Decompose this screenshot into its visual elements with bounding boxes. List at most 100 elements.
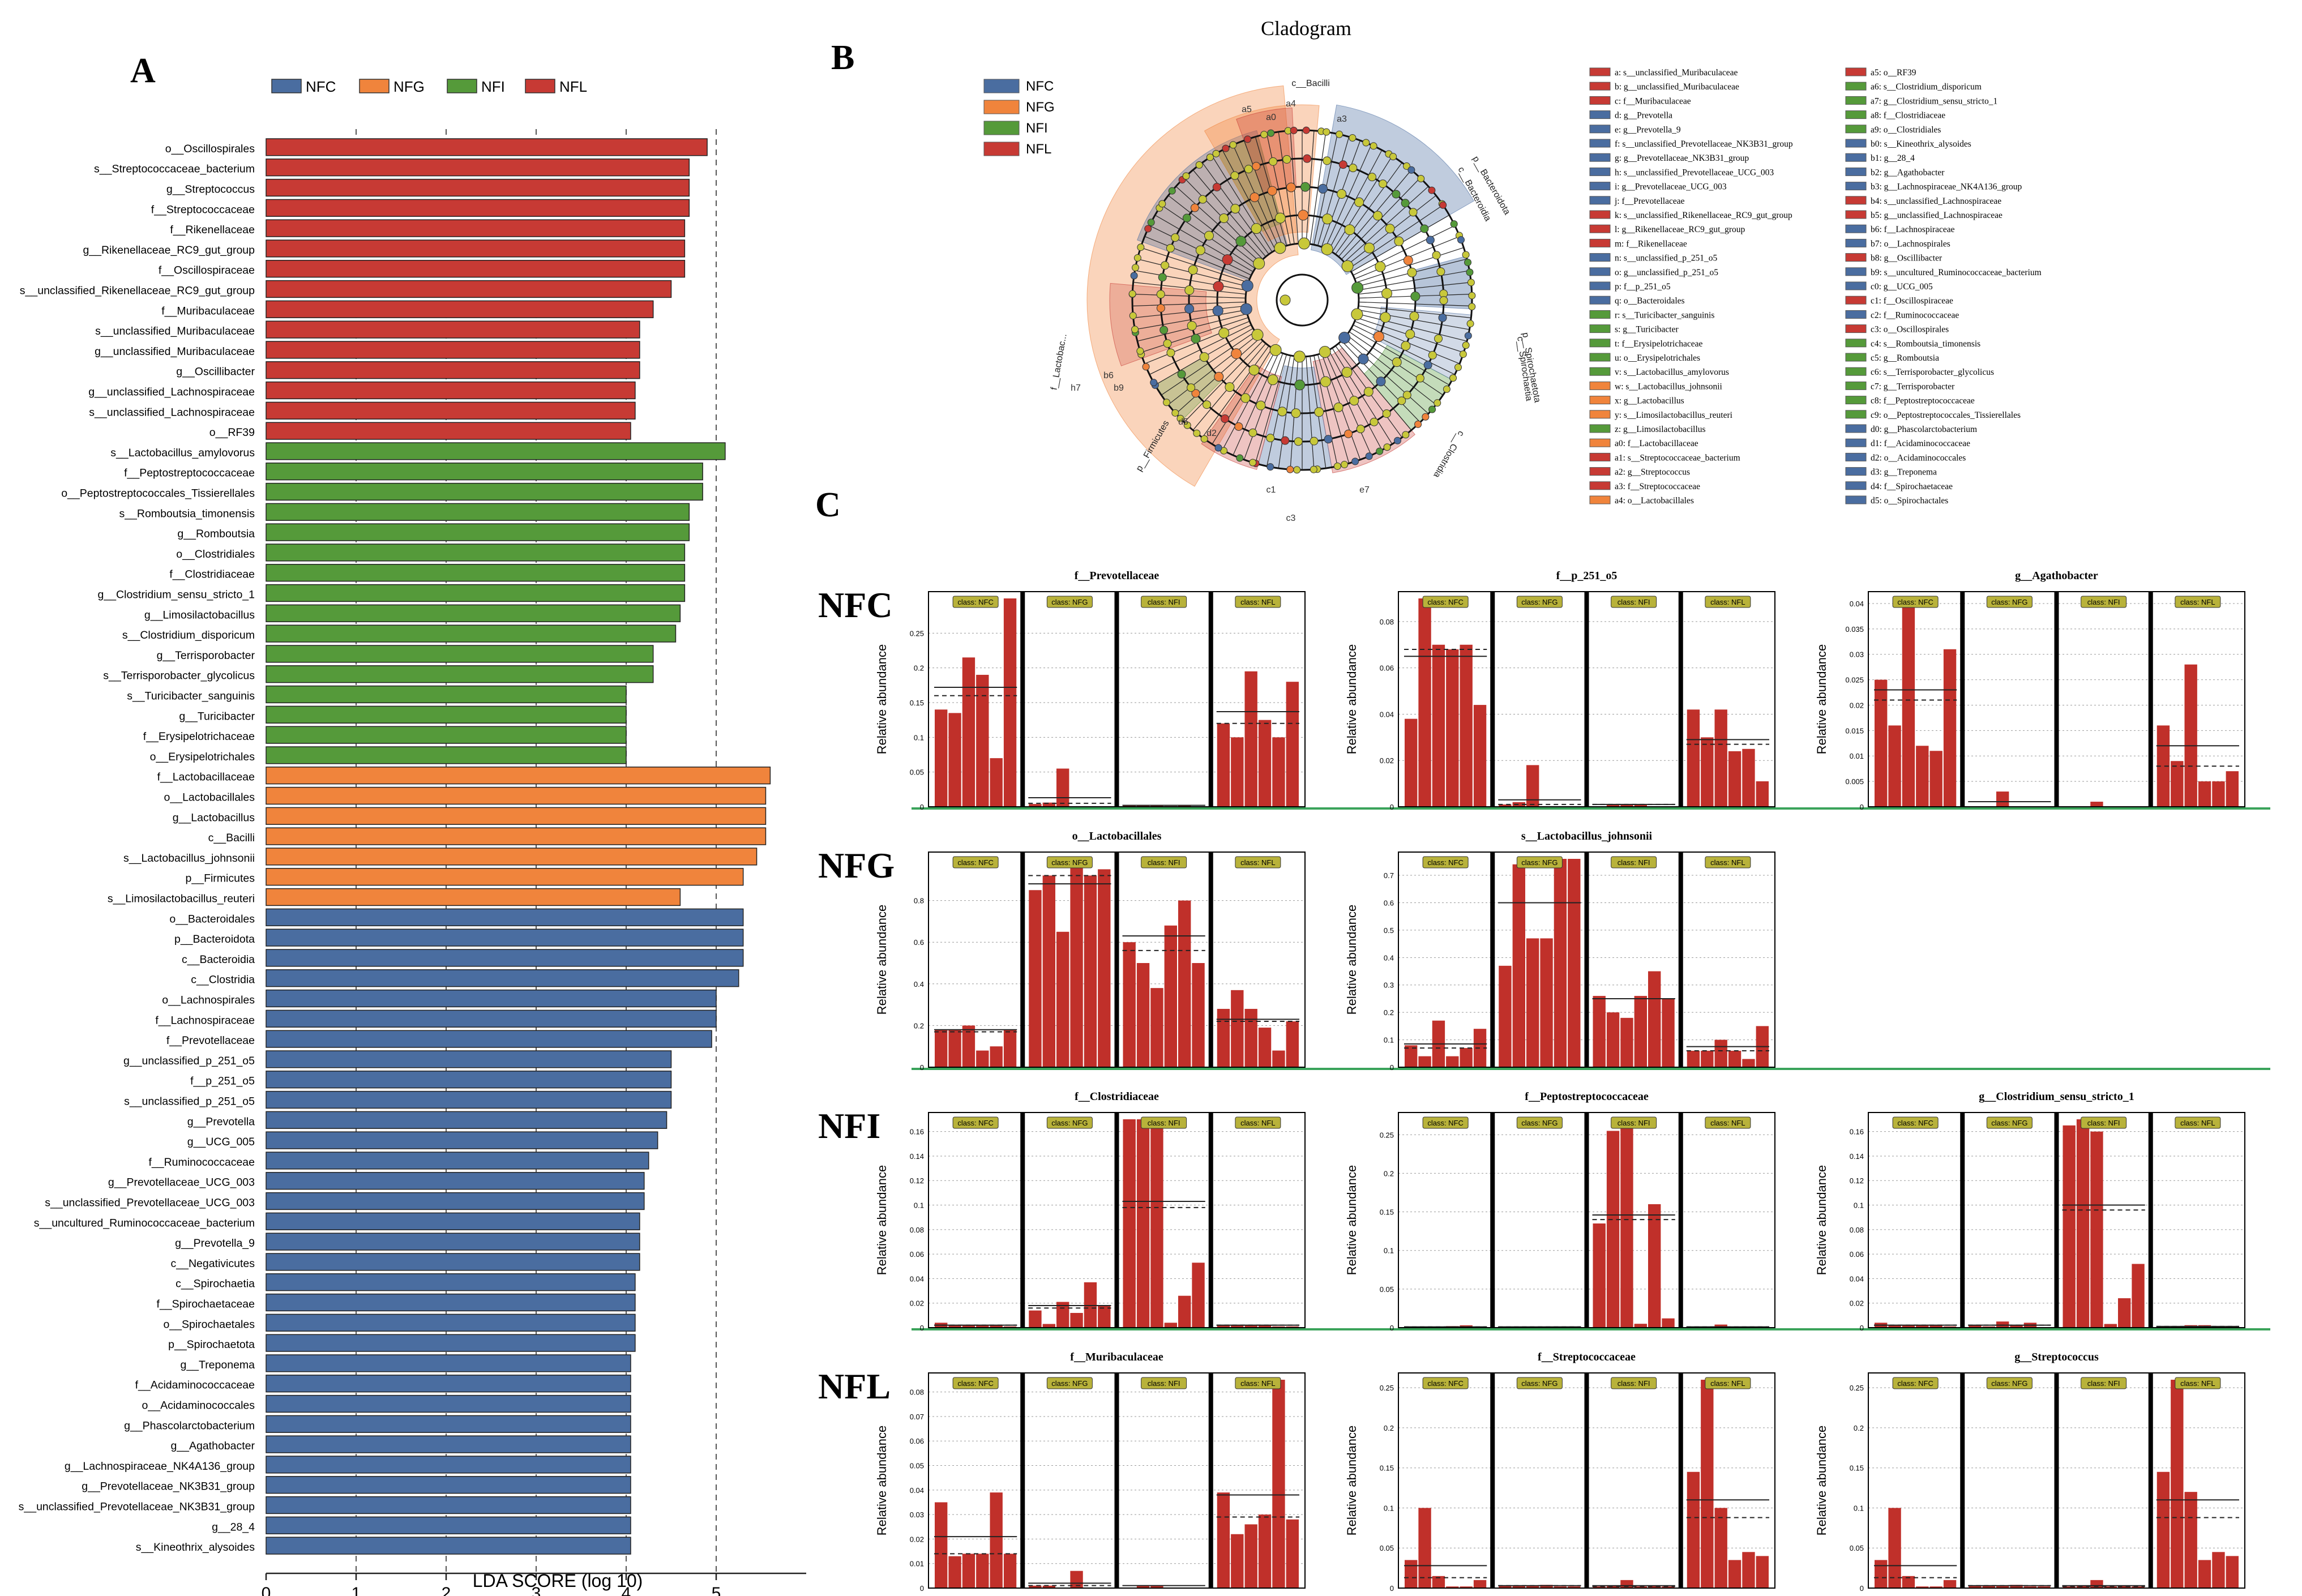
abundance-y-label: Relative abundance	[1815, 644, 1829, 754]
abundance-y-tick: 0.1	[1384, 1036, 1394, 1045]
lda-bar	[266, 1293, 636, 1312]
lda-x-tick-label: 1	[352, 1584, 361, 1596]
class-badge-label: class: NFC	[1897, 1379, 1933, 1388]
row-label: NFI	[818, 1106, 880, 1146]
lda-bar	[266, 746, 627, 764]
abundance-plot-frame	[1868, 591, 2245, 807]
clado-node	[1133, 254, 1141, 262]
abundance-bar	[1056, 768, 1069, 807]
abundance-y-tick: 0.015	[1845, 726, 1864, 735]
clado-node	[1225, 382, 1235, 392]
abundance-bar	[1286, 1021, 1299, 1067]
class-badge	[1046, 856, 1093, 868]
abundance-y-tick: 0.06	[1850, 1250, 1864, 1259]
taxa-legend-swatch	[1589, 210, 1611, 219]
clado-node	[1466, 320, 1474, 328]
class-badge	[2081, 1377, 2127, 1389]
abundance-y-tick: 0.1	[1854, 1504, 1864, 1512]
clado-node	[1171, 233, 1180, 242]
lda-bar-label: g__Prevotellaceae_NK3B31_group	[82, 1481, 255, 1493]
clado-node	[1281, 436, 1290, 445]
abundance-bar	[1606, 1585, 1620, 1588]
clado-node	[1333, 462, 1341, 470]
clado-node	[1402, 431, 1410, 439]
clado-branch	[1140, 247, 1249, 283]
class-badge	[2175, 1116, 2221, 1129]
abundance-bar	[1606, 1012, 1620, 1067]
clado-node	[1188, 265, 1198, 275]
clado-node	[1129, 312, 1137, 320]
abundance-y-tick: 0.02	[1850, 701, 1864, 709]
clado-node	[1183, 421, 1191, 429]
abundance-bar	[1902, 1325, 1915, 1328]
clado-node	[1251, 328, 1264, 341]
clado-node	[1130, 272, 1138, 280]
lda-bar-label: f__Lactobacillaceae	[157, 771, 255, 784]
lda-bar-label: g__Rikenellaceae_RC9_gut_group	[83, 244, 255, 256]
class-badge-label: class: NFG	[1051, 1379, 1088, 1388]
abundance-y-tick: 0	[1860, 1584, 1864, 1593]
clado-node	[1298, 237, 1310, 250]
taxa-legend-label: k: s__unclassified_Rikenellaceae_RC9_gut…	[1615, 211, 1792, 220]
class-badge-label: class: NFG	[1521, 858, 1558, 867]
abundance-bar	[2038, 1586, 2051, 1588]
abundance-y-tick: 0.04	[1850, 600, 1864, 608]
class-badge	[1141, 1377, 1187, 1389]
abundance-bar	[935, 1029, 948, 1067]
abundance-plot-title: g__Agathobacter	[2015, 570, 2098, 582]
lda-bar-label: s__unclassified_Lachnospiraceae	[89, 406, 255, 418]
clado-node	[1137, 243, 1145, 251]
abundance-bar	[2212, 1552, 2225, 1588]
taxa-legend-label: o: g__unclassified_p_251_o5	[1615, 268, 1718, 277]
class-badge-label: class: NFC	[957, 1119, 994, 1127]
taxa-legend-swatch	[1845, 253, 1867, 262]
abundance-bar	[1568, 1586, 1581, 1588]
abundance-plot-title: f__p_251_o5	[1556, 570, 1618, 582]
taxa-legend-label: n: s__unclassified_p_251_o5	[1615, 254, 1717, 263]
clado-node	[1370, 142, 1377, 150]
abundance-bar	[2184, 664, 2197, 807]
clado-node	[1136, 347, 1144, 355]
clado-node	[1286, 182, 1296, 192]
lda-bar-label: g__Lachnospiraceae_NK4A136_group	[65, 1460, 255, 1473]
abundance-plot-frame	[1398, 1372, 1775, 1589]
class-badge-label: class: NFI	[2087, 1119, 2120, 1127]
clado-node	[1376, 447, 1384, 455]
taxa-legend-label: a0: f__Lactobacillaceae	[1615, 439, 1698, 448]
clado-node	[1231, 348, 1242, 360]
lda-bar	[266, 1111, 668, 1129]
class-badge-label: class: NFI	[2087, 598, 2120, 606]
class-badge-label: class: NFL	[2180, 1379, 2215, 1388]
lda-bar-label: g__unclassified_Muribaculaceae	[95, 345, 255, 358]
abundance-bar	[1164, 925, 1177, 1067]
abundance-bar	[1634, 1586, 1647, 1588]
taxa-legend-label: a5: o__RF39	[1871, 68, 1916, 78]
taxa-legend-label: c6: s__Terrisporobacter_glycolicus	[1871, 367, 1994, 377]
abundance-bar	[948, 1029, 961, 1067]
abundance-plot-title: o__Lactobacillales	[1072, 830, 1162, 842]
clado-node	[1193, 429, 1201, 437]
class-badge-label: class: NFI	[1618, 1119, 1650, 1127]
clado-branch	[1335, 162, 1402, 255]
clado-node	[1439, 296, 1448, 305]
lda-bar-label: f__Prevotellaceae	[166, 1034, 255, 1047]
clado-node	[1267, 129, 1275, 137]
taxa-legend-label: i: g__Prevotellaceae_UCG_003	[1615, 182, 1727, 192]
abundance-bar	[1418, 1508, 1431, 1588]
abundance-bar	[1192, 1263, 1205, 1328]
abundance-bar	[1123, 942, 1136, 1067]
taxa-legend-label: c9: o__Peptostreptococcales_Tissierellal…	[1871, 410, 2021, 420]
clado-branch	[1184, 340, 1263, 423]
class-badge	[1705, 1116, 1751, 1129]
abundance-plot-title: f__Muribaculaceae	[1070, 1351, 1163, 1363]
clado-node	[1363, 387, 1374, 397]
abundance-y-label: Relative abundance	[1815, 1426, 1829, 1535]
abundance-bar	[1070, 865, 1083, 1067]
abundance-bar	[2063, 1586, 2076, 1588]
lda-bar	[266, 523, 690, 541]
taxa-legend-swatch	[1589, 438, 1611, 447]
abundance-bar	[948, 1325, 961, 1328]
abundance-bar	[962, 657, 975, 807]
taxa-legend-swatch	[1589, 481, 1611, 490]
abundance-bar	[2184, 1492, 2197, 1588]
